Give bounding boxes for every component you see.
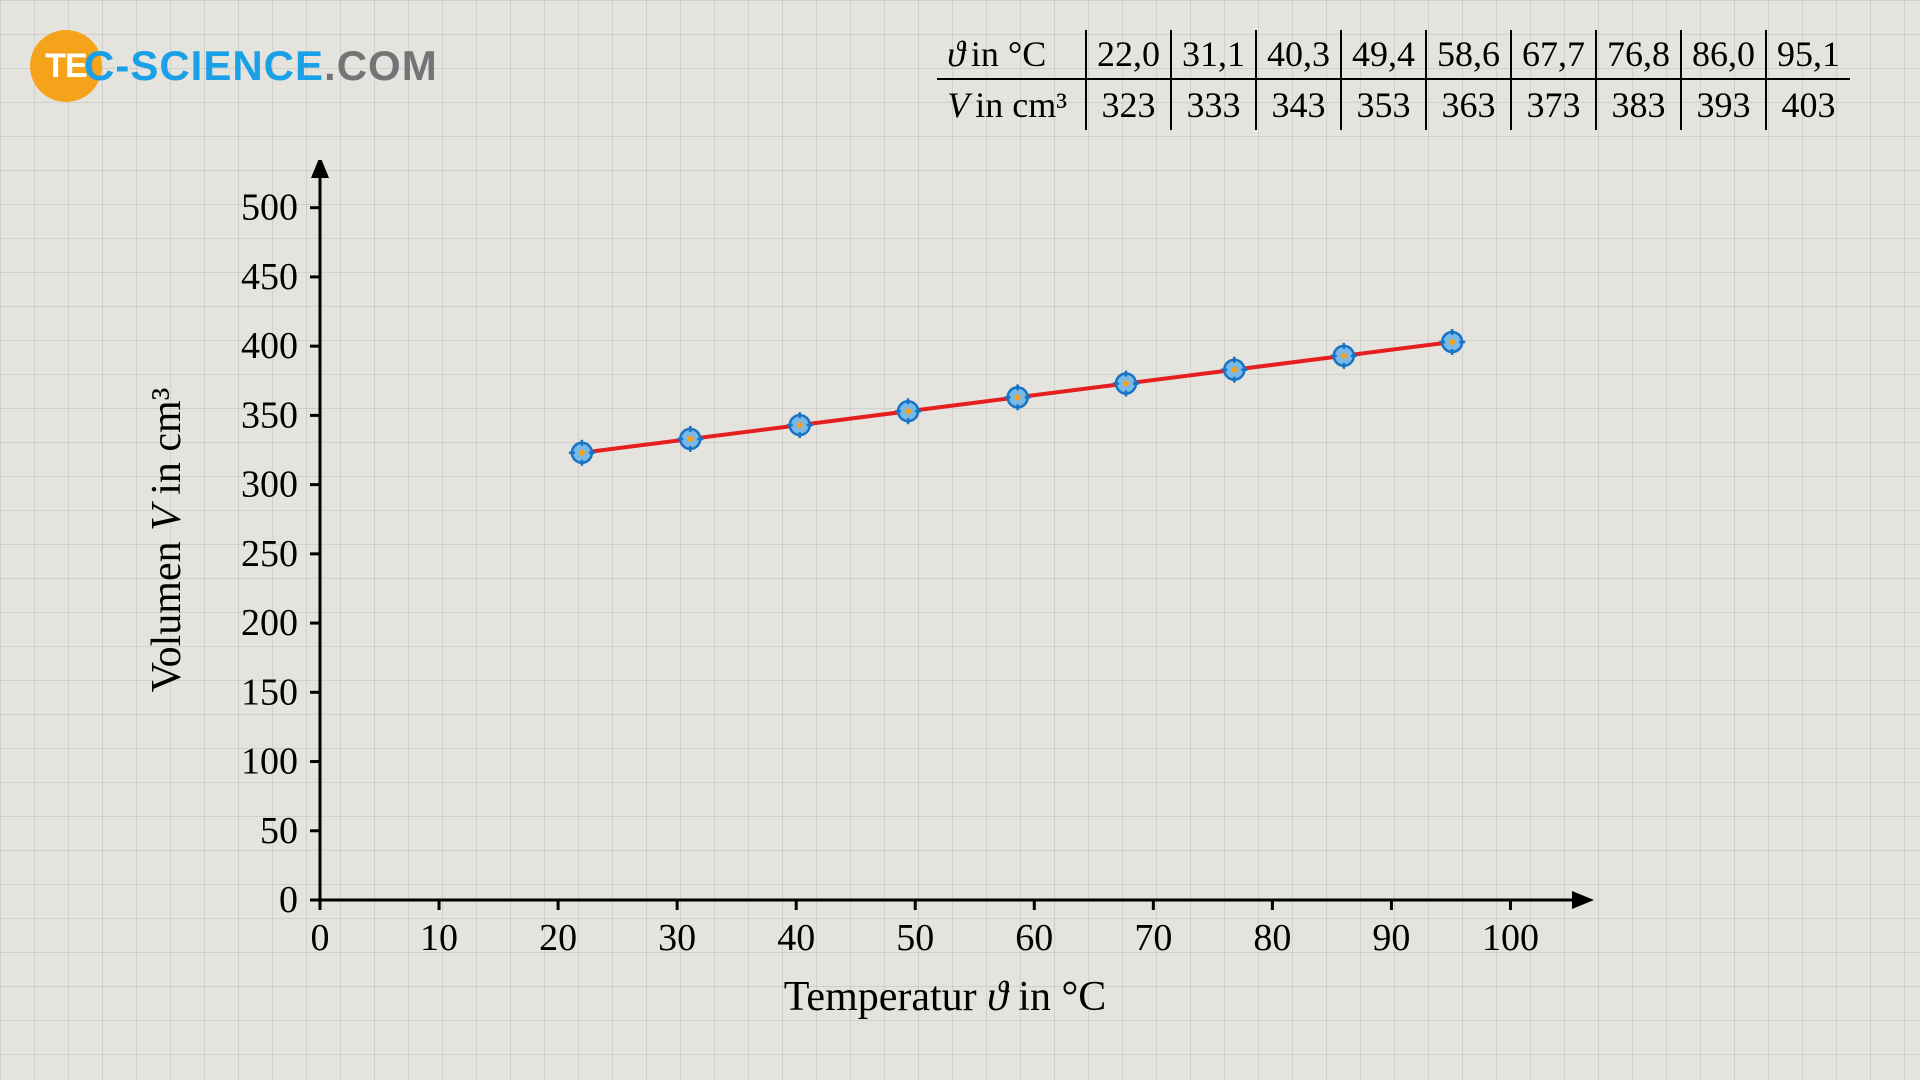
y-tick-label: 500 [241, 187, 298, 229]
y-tick-label: 200 [241, 602, 298, 644]
table-cell-temp: 49,4 [1340, 30, 1425, 80]
x-tick-label: 60 [1015, 917, 1053, 959]
x-tick-label: 10 [420, 917, 458, 959]
table-cell-temp: 67,7 [1510, 30, 1595, 80]
data-marker [1439, 329, 1465, 355]
data-table: ϑ in °CV in cm³22,032331,133340,334349,4… [937, 30, 1850, 130]
logo-text: C-SCIENCE.COM [84, 42, 438, 90]
data-marker [1331, 343, 1357, 369]
x-tick-label: 100 [1482, 917, 1539, 959]
table-cell-temp: 31,1 [1170, 30, 1255, 80]
table-cell-temp: 86,0 [1680, 30, 1765, 80]
logo-circle-text: TE [45, 47, 86, 86]
y-tick-label: 250 [241, 533, 298, 575]
table-cell-temp: 40,3 [1255, 30, 1340, 80]
table-header-vol: V in cm³ [937, 80, 1085, 130]
table-cell-temp: 58,6 [1425, 30, 1510, 80]
y-tick-label: 100 [241, 741, 298, 783]
x-tick-label: 40 [777, 917, 815, 959]
data-marker [1113, 371, 1139, 397]
x-tick-label: 80 [1253, 917, 1291, 959]
table-cell-vol: 343 [1255, 80, 1340, 130]
x-tick-label: 0 [311, 917, 330, 959]
data-marker [1221, 357, 1247, 383]
chart-container: 0 10 20 30 40 50 60 70 80 90 100 0 50 100 150 200 250 300… [120, 160, 1820, 1060]
y-tick-label: 300 [241, 464, 298, 506]
x-tick-label: 30 [658, 917, 696, 959]
data-marker [569, 440, 595, 466]
data-marker [1005, 384, 1031, 410]
y-tick-label: 450 [241, 256, 298, 298]
y-tick-label: 0 [279, 879, 298, 921]
table-cell-vol: 373 [1510, 80, 1595, 130]
logo-text-main: C-SCIENCE [84, 42, 324, 90]
y-tick-label: 150 [241, 671, 298, 713]
y-tick-label: 350 [241, 394, 298, 436]
table-cell-vol: 393 [1680, 80, 1765, 130]
x-tick-label: 50 [896, 917, 934, 959]
x-tick-label: 70 [1134, 917, 1172, 959]
table-cell-vol: 403 [1765, 80, 1850, 130]
table-cell-vol: 383 [1595, 80, 1680, 130]
y-axis-label: Volumen V in cm³ [144, 388, 190, 693]
table-cell-vol: 323 [1085, 80, 1170, 130]
table-cell-vol: 363 [1425, 80, 1510, 130]
y-axis-arrow [311, 160, 329, 178]
table-cell-vol: 353 [1340, 80, 1425, 130]
table-header-temp: ϑ in °C [937, 30, 1085, 80]
logo-text-domain: .COM [324, 42, 438, 90]
x-tick-label: 20 [539, 917, 577, 959]
data-marker [787, 412, 813, 438]
table-cell-temp: 22,0 [1085, 30, 1170, 80]
data-marker [677, 426, 703, 452]
page-root: TE C-SCIENCE.COM ϑ in °CV in cm³22,03233… [0, 0, 1920, 1080]
y-tick-label: 400 [241, 325, 298, 367]
data-marker [895, 398, 921, 424]
chart-svg: 0 10 20 30 40 50 60 70 80 90 100 0 50 100 150 200 250 300… [120, 160, 1820, 1060]
x-axis-arrow [1572, 891, 1594, 909]
table-cell-temp: 95,1 [1765, 30, 1850, 80]
table-cell-vol: 333 [1170, 80, 1255, 130]
x-tick-label: 90 [1372, 917, 1410, 959]
table-cell-temp: 76,8 [1595, 30, 1680, 80]
x-axis-label: Temperatur ϑ in °C [784, 974, 1107, 1020]
y-tick-label: 50 [260, 810, 298, 852]
site-logo: TE C-SCIENCE.COM [30, 30, 438, 102]
